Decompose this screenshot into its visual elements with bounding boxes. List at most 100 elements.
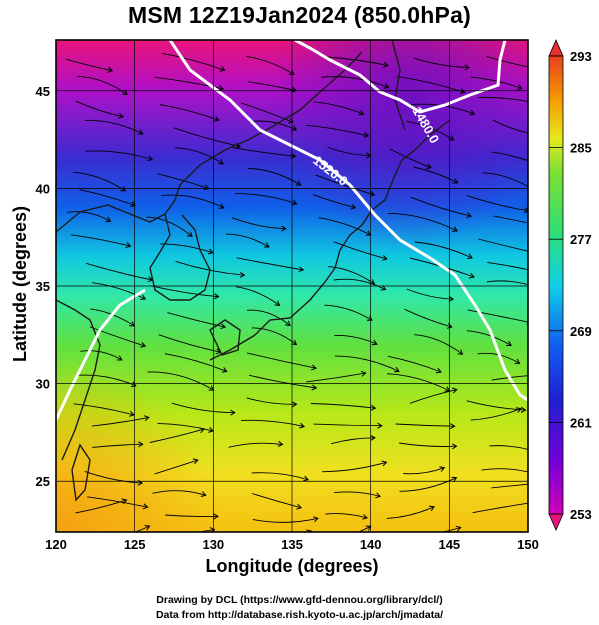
streamline <box>313 423 382 427</box>
streamline <box>240 419 305 427</box>
streamline-arrow <box>121 498 128 505</box>
streamline <box>236 257 304 271</box>
streamline-arrow <box>381 460 388 467</box>
streamline-arrow <box>451 443 458 450</box>
lon-tick-label: 145 <box>438 537 460 552</box>
colorbar-max-arrow <box>548 39 564 57</box>
streamline <box>481 468 528 473</box>
streamline-arrow <box>375 492 382 499</box>
streamline <box>478 238 528 252</box>
streamline-arrow <box>220 323 227 330</box>
colorbar-tick-label: 253 <box>570 507 592 522</box>
streamline-arrow <box>298 266 305 273</box>
streamline <box>65 58 113 72</box>
credit-line-data: Data from http://database.rish.kyoto-u.a… <box>155 609 444 621</box>
streamline <box>313 101 364 115</box>
colorbar-tick-label: 269 <box>570 324 592 339</box>
streamline-arrow <box>107 66 114 73</box>
streamline <box>321 76 389 88</box>
streamline-arrow <box>448 295 455 302</box>
streamline-arrow <box>520 406 527 413</box>
streamline-arrow <box>549 528 554 533</box>
colorbar-tick-label: 293 <box>570 49 592 64</box>
streamline <box>493 215 528 224</box>
streamline <box>73 403 135 416</box>
streamline-arrow <box>516 84 523 90</box>
streamline-arrow <box>451 476 458 483</box>
streamline <box>406 120 454 141</box>
streamline <box>232 147 296 157</box>
lat-tick-label: 45 <box>36 84 50 99</box>
streamline-arrow <box>140 294 147 300</box>
streamline <box>173 127 241 147</box>
streamline-arrow <box>360 370 367 377</box>
streamline-arrow <box>531 500 536 505</box>
streamline-arrow <box>469 272 475 279</box>
streamline-arrow <box>291 125 298 131</box>
streamline-arrow <box>291 199 298 206</box>
streamline <box>134 525 150 532</box>
streamline <box>486 55 528 68</box>
streamline-arrow <box>192 458 199 465</box>
lat-tick-label: 30 <box>36 377 50 392</box>
streamline <box>310 403 376 409</box>
streamline <box>487 261 528 271</box>
streamline-arrow <box>218 203 225 209</box>
streamline <box>413 57 470 68</box>
streamline <box>151 285 219 298</box>
streamline <box>399 442 457 447</box>
colorbar-ticks: 293 285 277 269 261 253 <box>549 49 592 522</box>
streamline-arrow <box>129 321 136 327</box>
streamline <box>161 52 225 71</box>
streamline-arrow <box>371 339 378 346</box>
lat-lon-grid <box>56 40 528 532</box>
coastline-mainland-asia <box>56 51 363 233</box>
streamline <box>491 375 528 381</box>
streamline-arrow <box>377 422 383 429</box>
streamline-arrow <box>514 358 521 364</box>
streamline-arrow <box>281 225 287 232</box>
streamline <box>333 241 387 260</box>
height-contours <box>56 40 528 421</box>
streamline-arrow <box>143 415 150 422</box>
streamline-arrow <box>543 103 548 108</box>
streamline-arrow <box>291 401 298 408</box>
streamline <box>251 327 297 345</box>
streamline <box>470 76 523 89</box>
streamline <box>92 443 143 448</box>
streamline <box>315 174 375 196</box>
streamline-arrow <box>187 231 193 238</box>
streamline-arrow <box>274 300 281 306</box>
streamline-arrow <box>506 340 512 346</box>
streamline <box>387 355 442 373</box>
streamline-arrow <box>277 440 284 447</box>
streamline-arrow <box>429 505 435 512</box>
streamline <box>478 96 528 103</box>
streamline <box>159 104 219 121</box>
colorbar-tick-label: 285 <box>570 141 592 156</box>
streamline-arrow <box>313 516 319 523</box>
streamline <box>467 309 528 323</box>
coastline-kyushu <box>209 319 241 356</box>
colorbar: 293 285 277 269 261 253 <box>548 39 592 531</box>
streamline-arrow <box>426 163 432 169</box>
streamline-arrow <box>439 466 446 472</box>
lon-tick-label: 125 <box>124 537 146 552</box>
streamline-arrow <box>144 525 151 531</box>
longitude-tick-labels: 120 125 130 135 140 145 150 <box>45 537 539 552</box>
streamline-arrow <box>120 186 127 192</box>
contour-1520 <box>168 40 528 402</box>
streamline <box>404 308 452 328</box>
streamline <box>87 496 148 508</box>
streamline-arrow <box>541 287 546 292</box>
streamline <box>154 459 198 475</box>
wind-streamlines <box>65 52 554 533</box>
streamline-arrow <box>263 242 270 248</box>
streamline <box>71 234 131 247</box>
streamline <box>334 491 381 497</box>
x-axis-label: Longitude (degrees) <box>205 556 379 576</box>
streamline <box>334 355 400 372</box>
streamline-arrow <box>200 491 207 497</box>
streamline-arrow <box>448 135 455 141</box>
streamline-arrow <box>380 285 387 291</box>
